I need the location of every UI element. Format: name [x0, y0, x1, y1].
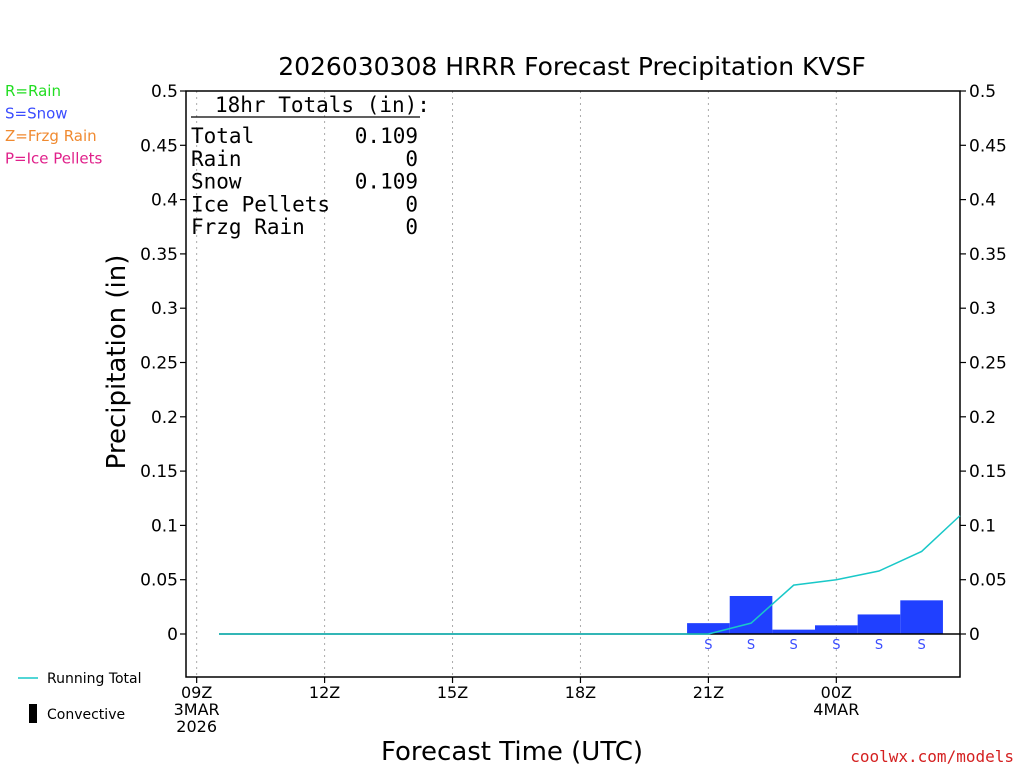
- snow-bar: [857, 614, 901, 634]
- chart-title: 2026030308 HRRR Forecast Precipitation K…: [278, 52, 866, 81]
- running-total-line: [219, 515, 961, 635]
- plot-frame: [185, 90, 961, 678]
- y-tick-label-right: 0: [969, 625, 980, 645]
- y-axis-ticks: 0 00.05 0.050.1 0.10.15 0.150.2 0.20.25 0.250.…: [140, 82, 1007, 645]
- y-tick-label-left: 0.45: [140, 136, 178, 156]
- legend: Running Total Convective: [18, 671, 142, 723]
- y-axis-label: Precipitation (in): [102, 255, 132, 470]
- ptype-marker: S: [917, 638, 925, 653]
- y-tick-label-right: 0.25: [969, 354, 1007, 374]
- totals-row-label: Total: [191, 124, 254, 148]
- y-tick-label-right: 0.05: [969, 571, 1007, 591]
- gridlines: [196, 91, 837, 677]
- y-tick-label-right: 0.1: [969, 516, 996, 536]
- totals-row-label: Ice Pellets: [191, 192, 330, 216]
- ptype-key: R=Rain S=Snow Z=Frzg Rain P=Ice Pellets: [5, 82, 102, 168]
- x-tick-label: 12Z: [309, 683, 340, 702]
- convective-legend-swatch: [29, 704, 37, 723]
- snow-bar: [687, 623, 730, 634]
- y-tick-label-left: 0.3: [151, 299, 178, 319]
- x-tick-label: 4MAR: [813, 700, 859, 719]
- x-tick-label: 00Z: [821, 683, 852, 702]
- y-tick-label-left: 0.25: [140, 354, 178, 374]
- snow-bars: [687, 595, 943, 634]
- convective-legend-label: Convective: [47, 707, 125, 723]
- x-tick-label: 09Z: [181, 683, 212, 702]
- snow-bar: [772, 629, 816, 634]
- totals-row-label: Rain: [191, 147, 242, 171]
- x-tick-label: 21Z: [693, 683, 724, 702]
- ptype-key-item: P=Ice Pellets: [5, 150, 102, 168]
- y-tick-label-left: 0.5: [151, 82, 178, 102]
- ptype-marker: S: [790, 638, 798, 653]
- totals-row-value: 0: [405, 215, 418, 239]
- totals-row-value: 0.109: [355, 124, 418, 148]
- totals-box: 18hr Totals (in): Total 0.109 Rain 0 Snow 0.1…: [191, 93, 430, 239]
- y-tick-label-left: 0.1: [151, 516, 178, 536]
- y-tick-label-left: 0: [167, 625, 178, 645]
- snow-bar: [729, 595, 773, 634]
- ptype-key-item: Z=Frzg Rain: [5, 127, 97, 145]
- snow-bar: [900, 600, 943, 634]
- y-tick-label-right: 0.4: [969, 191, 996, 211]
- y-tick-label-right: 0.45: [969, 136, 1007, 156]
- y-tick-label-right: 0.35: [969, 245, 1007, 265]
- running-total-legend-label: Running Total: [47, 671, 142, 687]
- ptype-key-item: S=Snow: [5, 105, 68, 123]
- totals-row-value: 0: [405, 192, 418, 216]
- snow-bar: [815, 625, 858, 634]
- y-tick-label-left: 0.2: [151, 408, 178, 428]
- ptype-key-item: R=Rain: [5, 82, 61, 100]
- credit-text: coolwx.com/models: [850, 747, 1014, 766]
- ptype-marker: S: [747, 638, 755, 653]
- totals-header: 18hr Totals (in):: [215, 93, 430, 117]
- totals-row-value: 0: [405, 147, 418, 171]
- x-tick-label: 3MAR: [174, 700, 220, 719]
- x-tick-label: 2026: [176, 717, 217, 736]
- x-tick-label: 15Z: [437, 683, 468, 702]
- totals-row-label: Frzg Rain: [191, 215, 305, 239]
- ptype-marker: S: [875, 638, 883, 653]
- y-tick-label-left: 0.4: [151, 191, 178, 211]
- y-tick-label-left: 0.05: [140, 571, 178, 591]
- ptype-marker: S: [832, 638, 840, 653]
- x-tick-label: 18Z: [565, 683, 596, 702]
- y-tick-label-left: 0.15: [140, 462, 178, 482]
- totals-row-value: 0.109: [355, 170, 418, 194]
- totals-row-label: Snow: [191, 170, 242, 194]
- y-tick-label-right: 0.5: [969, 82, 996, 102]
- y-tick-label-right: 0.3: [969, 299, 996, 319]
- y-tick-label-right: 0.2: [969, 408, 996, 428]
- ptype-marker: S: [704, 638, 712, 653]
- y-tick-label-right: 0.15: [969, 462, 1007, 482]
- y-tick-label-left: 0.35: [140, 245, 178, 265]
- x-axis-label: Forecast Time (UTC): [381, 737, 643, 767]
